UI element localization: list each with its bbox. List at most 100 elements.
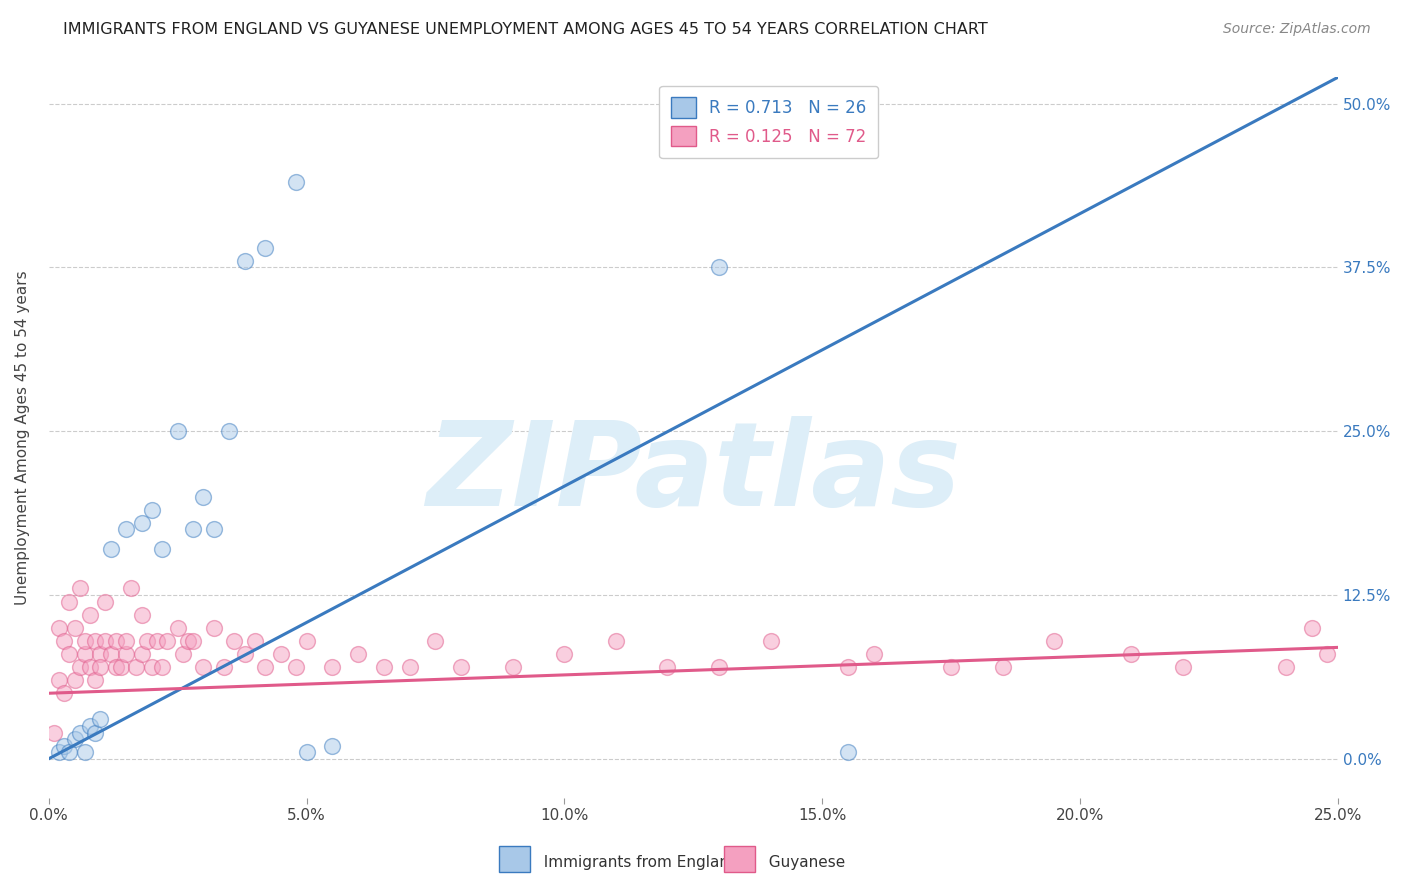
Point: [202, 523, 225, 537]
Point: [84, 633, 107, 648]
Point: [73, 633, 96, 648]
Point: [131, 516, 153, 530]
Point: [224, 633, 246, 648]
Point: [939, 660, 962, 674]
Point: [58, 647, 80, 661]
Point: [1171, 660, 1194, 674]
Point: [837, 745, 859, 759]
Point: [150, 542, 173, 557]
Point: [1043, 633, 1066, 648]
Point: [120, 582, 142, 596]
Point: [89, 713, 111, 727]
Legend: R = 0.713   N = 26, R = 0.125   N = 72: R = 0.713 N = 26, R = 0.125 N = 72: [659, 86, 879, 158]
Text: ZIPatlas: ZIPatlas: [426, 417, 960, 532]
Point: [254, 241, 277, 255]
Point: [146, 633, 169, 648]
Point: [347, 647, 370, 661]
Point: [69, 660, 91, 674]
Point: [69, 725, 91, 739]
Point: [48, 621, 70, 635]
Point: [73, 745, 96, 759]
Point: [131, 607, 153, 622]
Point: [321, 660, 343, 674]
Point: [100, 542, 122, 557]
Point: [991, 660, 1014, 674]
Point: [177, 633, 200, 648]
Point: [321, 739, 343, 753]
Point: [295, 745, 318, 759]
Point: [125, 660, 148, 674]
Point: [1121, 647, 1143, 661]
Point: [100, 647, 122, 661]
Point: [233, 253, 256, 268]
Point: [58, 594, 80, 608]
Point: [94, 633, 117, 648]
Point: [502, 660, 524, 674]
Point: [48, 745, 70, 759]
Point: [373, 660, 395, 674]
Point: [193, 490, 215, 504]
Point: [233, 647, 256, 661]
Point: [79, 607, 101, 622]
Point: [58, 745, 80, 759]
Point: [270, 647, 292, 661]
Point: [89, 660, 111, 674]
Point: [69, 582, 91, 596]
Point: [150, 660, 173, 674]
Point: [156, 633, 179, 648]
Point: [131, 647, 153, 661]
Point: [135, 633, 157, 648]
Point: [53, 633, 76, 648]
Point: [63, 621, 86, 635]
Point: [450, 660, 472, 674]
Point: [73, 647, 96, 661]
Point: [94, 594, 117, 608]
Point: [110, 660, 132, 674]
Point: [63, 732, 86, 747]
Point: [104, 660, 127, 674]
Point: [398, 660, 420, 674]
Point: [84, 725, 107, 739]
Point: [254, 660, 277, 674]
Y-axis label: Unemployment Among Ages 45 to 54 years: Unemployment Among Ages 45 to 54 years: [15, 270, 30, 605]
Point: [89, 647, 111, 661]
Point: [837, 660, 859, 674]
Point: [1275, 660, 1298, 674]
Point: [218, 424, 240, 438]
Point: [53, 739, 76, 753]
Point: [172, 647, 194, 661]
Point: [181, 633, 204, 648]
Point: [115, 523, 138, 537]
Point: [181, 523, 204, 537]
Text: Source: ZipAtlas.com: Source: ZipAtlas.com: [1223, 22, 1371, 37]
Point: [212, 660, 235, 674]
Text: Guyanese: Guyanese: [759, 855, 845, 870]
Point: [115, 633, 138, 648]
Point: [141, 503, 163, 517]
Point: [1301, 621, 1323, 635]
Point: [425, 633, 447, 648]
Point: [553, 647, 575, 661]
Point: [707, 660, 730, 674]
Point: [53, 686, 76, 700]
Point: [115, 647, 138, 661]
Point: [285, 660, 308, 674]
Point: [166, 424, 188, 438]
Point: [63, 673, 86, 687]
Point: [84, 673, 107, 687]
Point: [42, 725, 65, 739]
Point: [193, 660, 215, 674]
Text: Immigrants from England: Immigrants from England: [534, 855, 740, 870]
Point: [104, 633, 127, 648]
Point: [657, 660, 679, 674]
Point: [285, 175, 308, 189]
Point: [759, 633, 782, 648]
Point: [141, 660, 163, 674]
Point: [166, 621, 188, 635]
Point: [295, 633, 318, 648]
Point: [243, 633, 266, 648]
Point: [79, 660, 101, 674]
Text: IMMIGRANTS FROM ENGLAND VS GUYANESE UNEMPLOYMENT AMONG AGES 45 TO 54 YEARS CORRE: IMMIGRANTS FROM ENGLAND VS GUYANESE UNEM…: [63, 22, 988, 37]
Point: [707, 260, 730, 275]
Point: [202, 621, 225, 635]
